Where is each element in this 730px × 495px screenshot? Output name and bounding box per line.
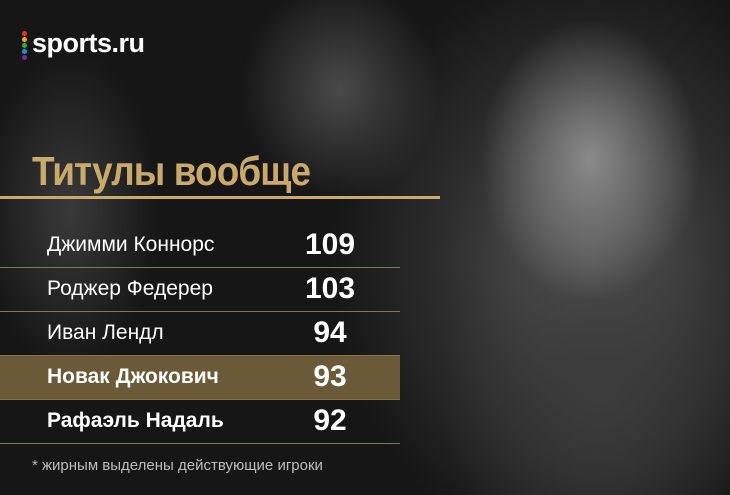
title-count: 103: [304, 272, 356, 305]
table-row: Рафаэль Надаль 92: [0, 400, 400, 444]
table-row: Роджер Федерер 103: [0, 268, 400, 312]
table-row: Иван Лендл 94: [0, 312, 400, 356]
title-divider: [0, 196, 440, 199]
title-count: 92: [313, 404, 347, 437]
player-photo: [400, 10, 730, 495]
title-count: 93: [313, 360, 347, 393]
title-count: 109: [304, 228, 356, 261]
trophy-photo: [0, 60, 200, 380]
table-row: Новак Джокович 93: [0, 356, 400, 400]
player-name: Рафаэль Надаль: [47, 409, 224, 432]
title: Титулы вообще: [32, 148, 311, 194]
title-count: 94: [313, 316, 347, 349]
logo-dots: [22, 31, 28, 61]
player-name: Иван Лендл: [47, 321, 164, 344]
player-name: Новак Джокович: [47, 365, 219, 388]
table-row: Джимми Коннорс 109: [0, 224, 400, 268]
logo: sports.ru: [32, 28, 145, 58]
player-name: Джимми Коннорс: [47, 233, 215, 256]
player-name: Роджер Федерер: [47, 277, 213, 300]
footnote: * жирным выделены действующие игроки: [32, 457, 323, 474]
